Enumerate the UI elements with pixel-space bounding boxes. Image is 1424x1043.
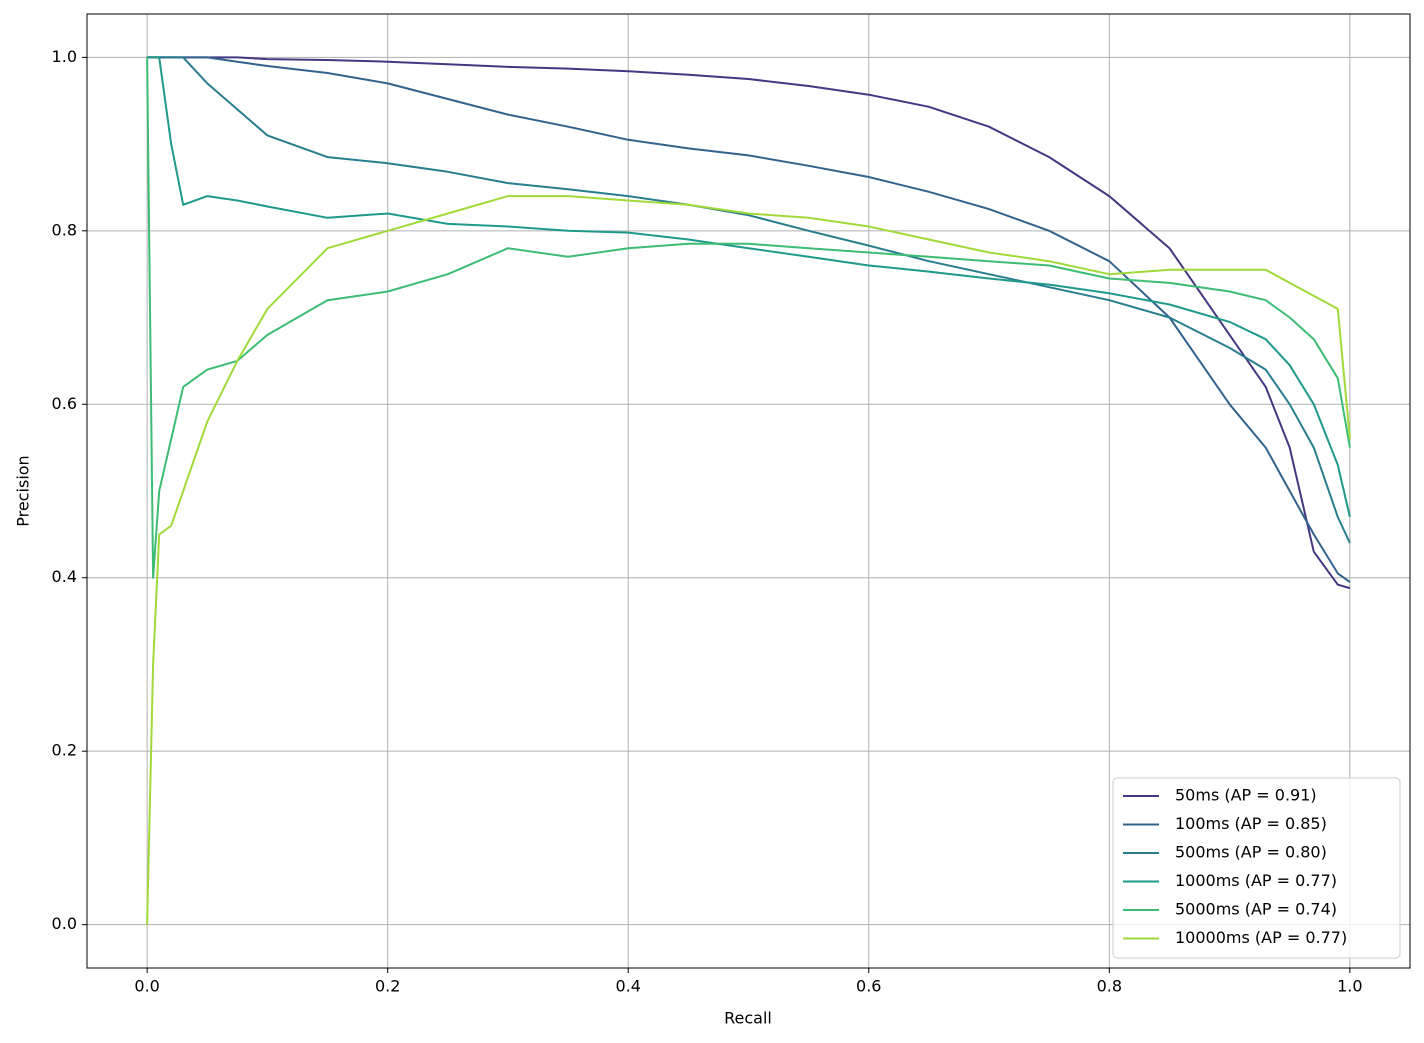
series-line [147, 56, 1351, 583]
y-tick-label: 0.8 [52, 220, 77, 239]
legend-label: 500ms (AP = 0.80) [1175, 843, 1327, 862]
legend-label: 1000ms (AP = 0.77) [1175, 871, 1337, 890]
legend-label: 10000ms (AP = 0.77) [1175, 928, 1347, 947]
x-tick-label: 0.6 [856, 977, 881, 996]
y-tick-label: 0.4 [52, 567, 77, 586]
series-line [147, 56, 1351, 590]
series-line [146, 57, 1351, 579]
y-axis-label: Precision [14, 455, 33, 526]
y-tick-label: 0.6 [52, 394, 77, 413]
series-line [146, 195, 1351, 925]
series-line [147, 56, 1351, 518]
legend-box [1112, 777, 1401, 959]
x-tick-label: 1.0 [1337, 977, 1362, 996]
x-axis-label: Recall [724, 1009, 772, 1028]
y-tick-label: 0.2 [52, 741, 77, 760]
legend-label: 100ms (AP = 0.85) [1175, 814, 1327, 833]
legend-label: 5000ms (AP = 0.74) [1175, 900, 1337, 919]
plot-frame [86, 13, 1411, 969]
x-tick-label: 0.8 [1097, 977, 1122, 996]
legend-label: 50ms (AP = 0.91) [1175, 786, 1317, 805]
x-tick-label: 0.4 [616, 977, 641, 996]
x-tick-label: 0.2 [375, 977, 400, 996]
y-tick-label: 0.0 [52, 914, 77, 933]
x-tick-label: 0.0 [134, 977, 159, 996]
y-tick-label: 1.0 [52, 47, 77, 66]
